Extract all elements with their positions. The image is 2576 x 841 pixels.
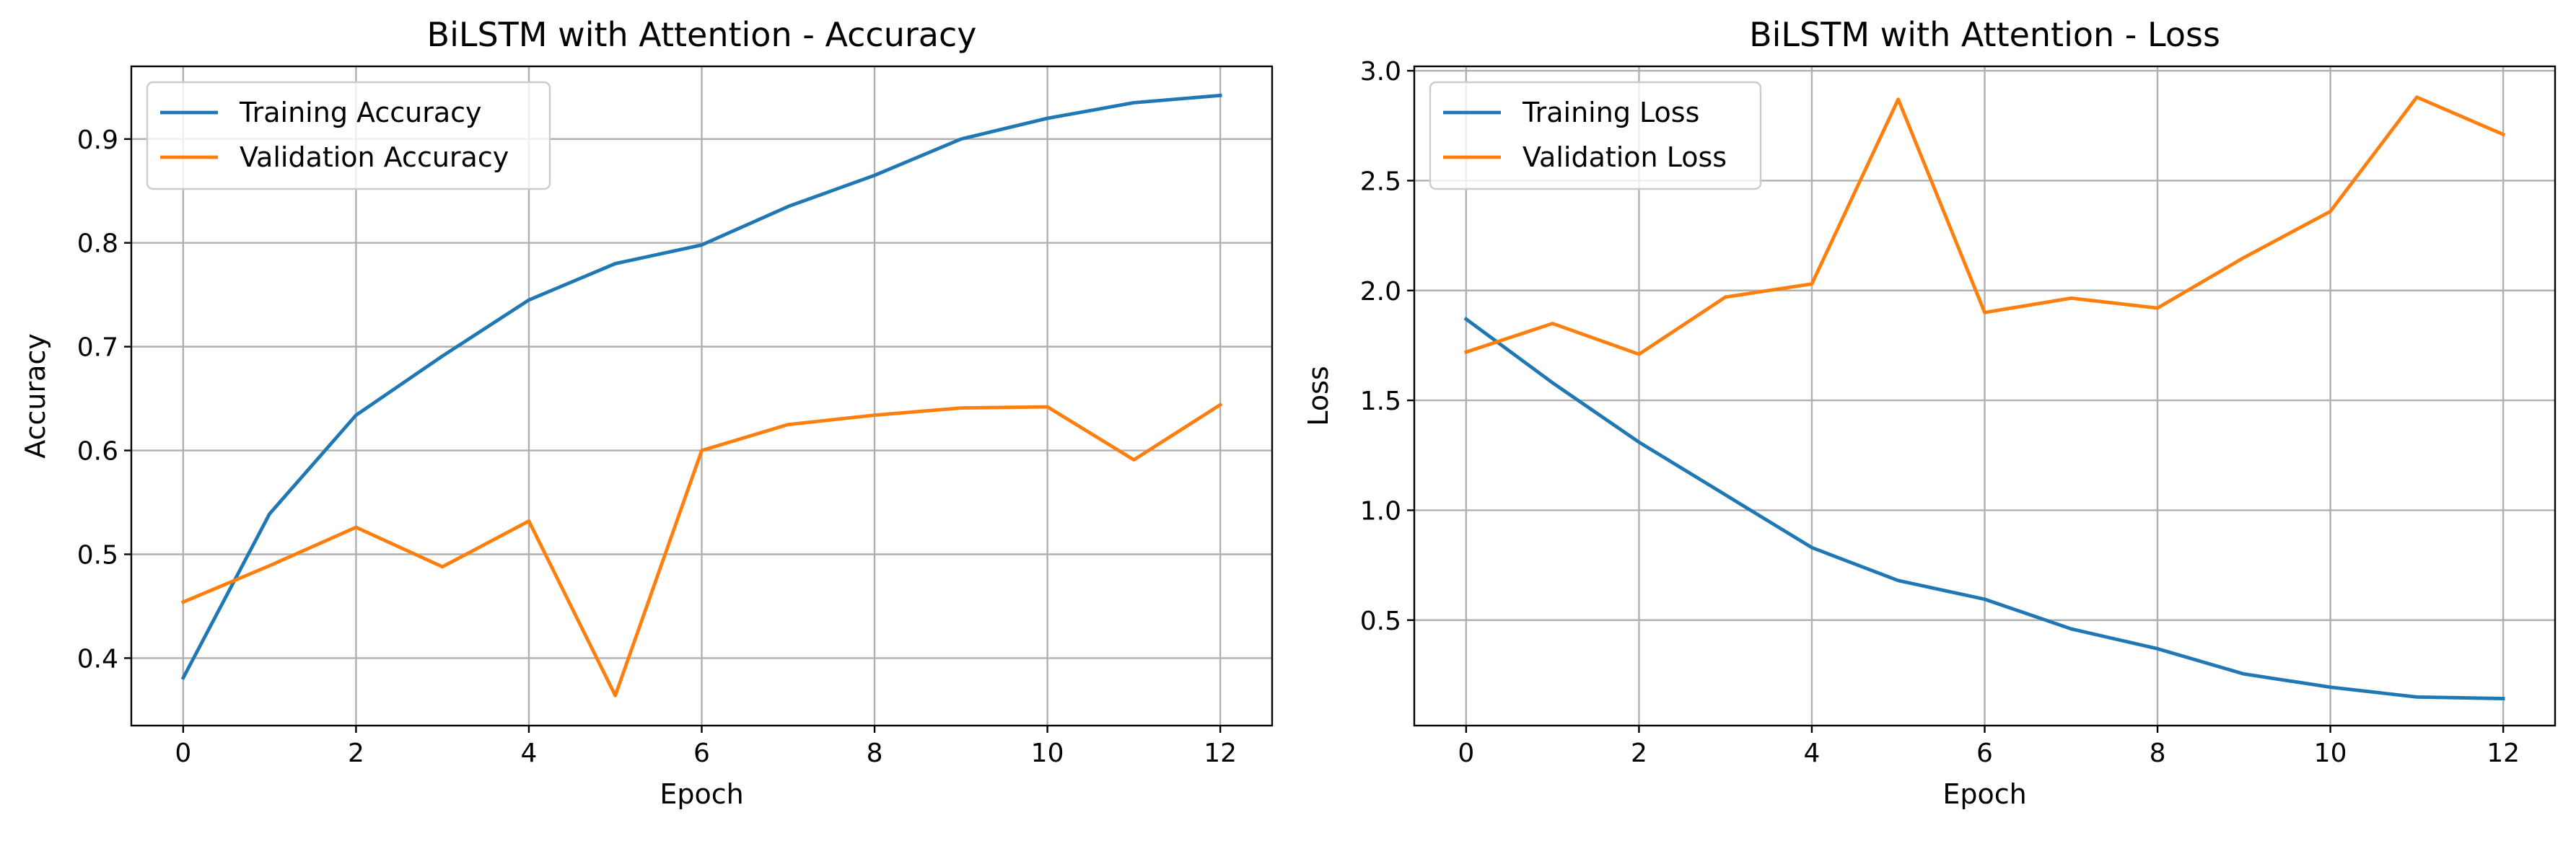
chart-title: BiLSTM with Attention - Accuracy [427,15,977,54]
legend-label: Training Accuracy [239,97,482,128]
y-axis-label: Loss [1302,366,1334,426]
legend-box [1429,81,1762,190]
legend: Training Accuracy Validation Accuracy [146,81,551,190]
x-tick-label: 2 [348,739,364,768]
chart-title: BiLSTM with Attention - Loss [1749,15,2220,54]
legend-label: Validation Accuracy [240,141,509,173]
legend-label: Validation Loss [1523,141,1727,173]
y-tick-label: 0.6 [77,437,118,467]
y-axis-label: Accuracy [19,333,51,459]
legend-label: Training Loss [1522,97,1699,128]
x-tick-label: 8 [2150,739,2166,768]
x-tick-label: 0 [1458,739,1474,768]
legend: Training Loss Validation Loss [1429,81,1762,190]
series-line-training-accuracy [180,93,1222,681]
series-line-training-loss [1463,317,2505,700]
x-tick-label: 12 [1204,739,1237,768]
y-tick-label: 0.8 [77,229,118,259]
x-axis-label: Epoch [1942,778,2026,810]
accuracy-panel: 0 2 4 6 8 10 12 0.4 0.5 0.6 0.7 0.8 0.9 BiLSTM with A… [19,15,1274,810]
y-tick-label: 0.5 [1360,607,1401,636]
x-tick-label: 0 [175,739,191,768]
y-tick-label: 0.5 [77,541,118,571]
x-tick-label: 6 [693,739,710,768]
y-tick-label: 1.5 [1360,387,1401,416]
loss-panel: 0 2 4 6 8 10 12 0.5 1.0 1.5 2.0 2.5 3.0 BiLSTM with A… [1302,15,2557,810]
x-tick-label: 6 [1976,739,1993,768]
x-tick-label: 2 [1631,739,1647,768]
y-tick-label: 0.4 [77,644,118,674]
y-tick-label: 2.5 [1360,167,1401,196]
x-tick-label: 12 [2487,739,2520,768]
y-tick-label: 0.7 [77,333,118,363]
x-tick-label: 10 [1031,739,1064,768]
y-tick-label: 1.0 [1360,496,1401,526]
x-tick-label: 10 [2314,739,2347,768]
y-tick-label: 0.9 [77,126,118,155]
series-line-validation-accuracy [180,402,1223,697]
y-tick-label: 2.0 [1360,277,1401,307]
y-tick-label: 3.0 [1360,57,1401,87]
x-tick-label: 4 [1804,739,1821,768]
x-axis-label: Epoch [660,778,743,810]
legend-box [146,81,551,190]
x-tick-label: 8 [867,739,883,768]
x-tick-label: 4 [521,739,538,768]
series-line-validation-loss [1463,95,2506,356]
